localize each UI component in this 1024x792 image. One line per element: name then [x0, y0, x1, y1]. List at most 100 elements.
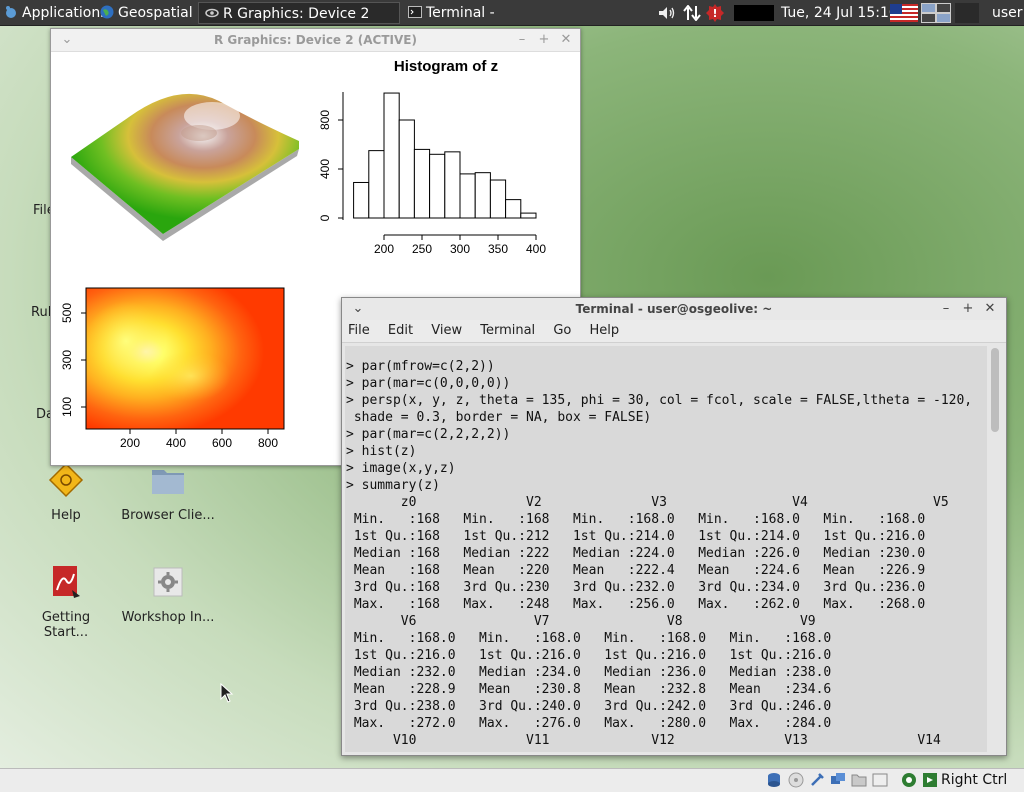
terminal-menubar: File Edit View Terminal Go Help: [342, 320, 1006, 343]
terminal-line: Median :232.0 Median :234.0 Median :236.…: [346, 665, 847, 680]
terminal-maximize-button[interactable]: +: [962, 301, 974, 316]
r-window-titlebar[interactable]: ⌄ R Graphics: Device 2 (ACTIVE) – + ✕: [51, 29, 580, 52]
top-panel: Applications Geospatial R Graphics: Devi…: [0, 0, 1024, 44]
help-sign-icon: [48, 462, 84, 498]
terminal-output[interactable]: > par(mfrow=c(2,2)) > par(mar=c(0,0,0,0))…: [345, 346, 987, 752]
histogram-bar: [429, 153, 446, 219]
persp-3d-surface: [71, 93, 299, 241]
mouse-integration-icon[interactable]: [901, 772, 917, 788]
vm-statusbar: Right Ctrl: [0, 768, 1024, 792]
us-flag-icon[interactable]: [890, 4, 918, 22]
terminal-scrollbar[interactable]: [988, 346, 1002, 752]
keyboard-capture-icon[interactable]: [922, 772, 938, 788]
menu-view[interactable]: View: [431, 323, 463, 338]
terminal-line: > par(mar=c(0,0,0,0)): [346, 376, 511, 391]
menu-terminal[interactable]: Terminal: [480, 323, 536, 338]
desktop-icon-getting-started[interactable]: Getting Start...: [18, 564, 114, 640]
video-capture-icon[interactable]: [872, 772, 888, 788]
task-r-graphics[interactable]: R Graphics: Device 2 (ACTIVE): [198, 2, 400, 44]
histogram-bar: [474, 172, 491, 219]
svg-text:!: !: [712, 7, 717, 20]
menu-edit[interactable]: Edit: [387, 323, 414, 338]
network-adapter-icon[interactable]: [830, 772, 846, 788]
desktop-icon-workshop[interactable]: Workshop In...: [120, 564, 216, 625]
network-arrows-icon[interactable]: [683, 5, 701, 21]
menu-go[interactable]: Go: [553, 323, 572, 338]
terminal-line: Max. :272.0 Max. :276.0 Max. :280.0 Max.…: [346, 716, 847, 731]
applications-label: Applications: [22, 5, 108, 21]
desktop-icon-label-da[interactable]: Da: [36, 407, 54, 422]
terminal-line: shade = 0.3, border = NA, box = FALSE): [346, 410, 652, 425]
redacted-area-2: [955, 3, 979, 23]
terminal-icon: [408, 6, 422, 18]
clock[interactable]: Tue, 24 Jul 15:10: [781, 5, 898, 21]
img-y-tick-100: 100: [60, 397, 74, 417]
desktop-icon-browser-client[interactable]: Browser Clie...: [120, 462, 216, 523]
histogram-bar: [383, 92, 400, 219]
histogram-bar: [413, 148, 431, 219]
histogram-bar: [489, 179, 507, 219]
terminal-scrollbar-thumb[interactable]: [991, 348, 999, 432]
histogram-chart: 200 250 300 350 400 0 400 800: [318, 92, 546, 256]
close-button[interactable]: ✕: [560, 32, 572, 47]
volume-icon[interactable]: [658, 6, 678, 20]
xfce-mouse-icon: [6, 6, 16, 18]
terminal-window-menu-button[interactable]: ⌄: [352, 301, 364, 316]
hist-x-tick-400: 400: [526, 242, 546, 256]
desktop-icon-help-label: Help: [51, 508, 81, 523]
task-terminal[interactable]: Terminal - user@osgeolive: ~: [402, 2, 600, 43]
workspace-switcher-icon[interactable]: [921, 3, 951, 23]
geospatial-menu[interactable]: Geospatial: [100, 0, 193, 26]
terminal-line: Median :168 Median :222 Median :224.0 Me…: [346, 546, 941, 561]
redacted-area: [734, 5, 774, 21]
hard-disk-icon[interactable]: [766, 772, 782, 788]
hist-y-tick-800: 800: [318, 110, 332, 130]
hist-x-tick-350: 350: [488, 242, 508, 256]
shared-folder-icon[interactable]: [851, 772, 867, 788]
terminal-line: Min. :168.0 Min. :168.0 Min. :168.0 Min.…: [346, 631, 847, 646]
hist-x-tick-300: 300: [450, 242, 470, 256]
minimize-button[interactable]: –: [518, 32, 526, 47]
histogram-bars: [353, 92, 537, 219]
applications-menu[interactable]: Applications: [4, 0, 108, 26]
desktop-icon-workshop-label: Workshop In...: [121, 610, 215, 625]
optical-drive-icon[interactable]: [788, 772, 804, 788]
user-menu[interactable]: user: [992, 5, 1023, 21]
menu-help[interactable]: Help: [589, 323, 620, 338]
histogram-bar: [444, 151, 461, 219]
terminal-line: Max. :168 Max. :248 Max. :256.0 Max. :26…: [346, 597, 941, 612]
terminal-line: > summary(z): [346, 478, 440, 493]
terminal-line: > par(mfrow=c(2,2)): [346, 359, 495, 374]
terminal-line: > hist(z): [346, 444, 417, 459]
image-heatmap-plot: 200 400 600 800 100 300 500: [60, 287, 285, 450]
terminal-close-button[interactable]: ✕: [984, 301, 996, 316]
terminal-line: Mean :228.9 Mean :230.8 Mean :232.8 Mean…: [346, 682, 847, 697]
desktop-icon-help[interactable]: Help: [18, 462, 114, 523]
desktop-icon-label-rul[interactable]: Rul: [31, 305, 52, 320]
histogram-bar: [505, 199, 522, 219]
desktop-icon-label-file[interactable]: File: [33, 203, 55, 218]
terminal-line: 3rd Qu.:168 3rd Qu.:230 3rd Qu.:232.0 3r…: [346, 580, 941, 595]
terminal-titlebar[interactable]: ⌄ Terminal - user@osgeolive: ~ – + ✕: [342, 298, 1006, 320]
folder-icon: [152, 470, 184, 494]
terminal-window[interactable]: ⌄ Terminal - user@osgeolive: ~ – + ✕ Fil…: [341, 297, 1007, 756]
terminal-line: > persp(x, y, z, theta = 135, phi = 30, …: [346, 393, 973, 408]
maximize-button[interactable]: +: [538, 32, 550, 47]
terminal-line: z0 V2 V3 V4 V5: [346, 495, 987, 510]
histogram-bar: [459, 173, 476, 219]
usb-icon[interactable]: [809, 772, 825, 788]
hist-x-tick-250: 250: [412, 242, 432, 256]
terminal-minimize-button[interactable]: –: [942, 301, 950, 316]
menu-file[interactable]: File: [348, 323, 370, 338]
window-menu-button[interactable]: ⌄: [61, 32, 73, 47]
terminal-line: 1st Qu.:216.0 1st Qu.:216.0 1st Qu.:216.…: [346, 648, 847, 663]
terminal-line: > image(x,y,z): [346, 461, 456, 476]
gear-icon: [153, 567, 183, 597]
hist-y-tick-400: 400: [318, 159, 332, 179]
terminal-line: Mean :168 Mean :220 Mean :222.4 Mean :22…: [346, 563, 941, 578]
histogram-bar: [368, 150, 385, 219]
update-alert-icon[interactable]: !: [706, 4, 724, 22]
histogram-bar: [520, 212, 537, 219]
img-y-tick-300: 300: [60, 350, 74, 370]
hist-x-tick-200: 200: [374, 242, 394, 256]
